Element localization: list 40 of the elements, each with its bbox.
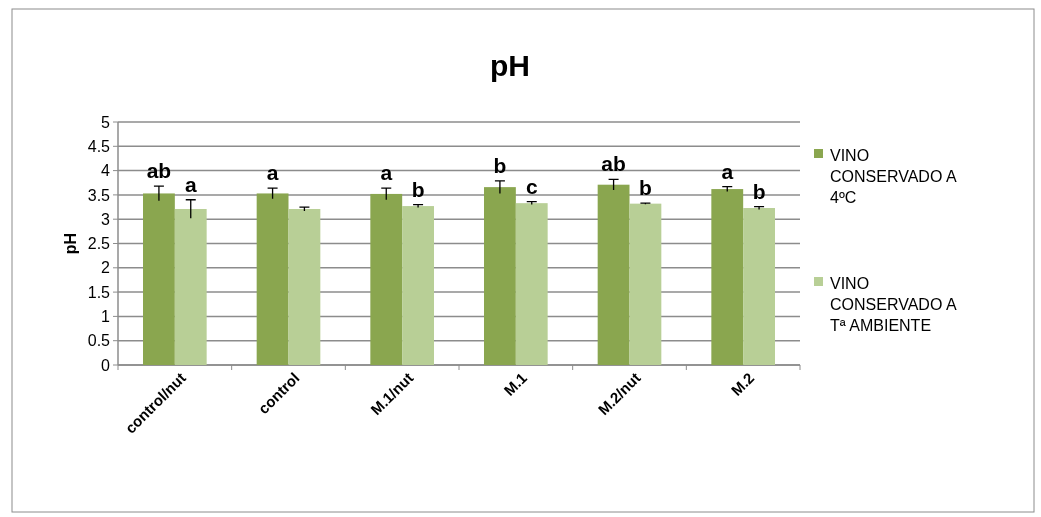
y-axis-title: pH <box>62 232 79 255</box>
bar <box>515 203 548 365</box>
bar <box>484 187 516 365</box>
bar <box>743 208 775 365</box>
bar <box>711 189 744 365</box>
bar <box>597 184 630 365</box>
legend-label: VINO CONSERVADO A Tª AMBIENTE <box>830 274 957 334</box>
bar <box>256 193 289 365</box>
x-tick-label: M.2 <box>727 369 758 399</box>
bar <box>402 206 434 365</box>
y-tick-label: 4.5 <box>87 137 111 155</box>
y-tick-label: 0.5 <box>87 332 111 350</box>
y-tick-label: 1 <box>101 308 111 325</box>
bar <box>629 203 662 365</box>
chart-title: pH <box>490 49 530 82</box>
data-label: b <box>493 153 507 177</box>
data-label: b <box>639 176 652 200</box>
data-label: b <box>752 179 766 203</box>
data-label: ab <box>601 152 626 176</box>
y-tick-label: 1.5 <box>87 283 111 301</box>
bar <box>174 208 207 365</box>
y-tick-label: 2 <box>101 259 111 277</box>
bar <box>143 193 175 365</box>
y-tick-label: 3 <box>101 210 111 228</box>
y-tick-label: 2.5 <box>87 235 111 253</box>
data-label: a <box>380 161 393 185</box>
data-label: a <box>266 161 279 185</box>
y-tick-label: 3.5 <box>87 186 111 204</box>
bar <box>288 208 321 365</box>
data-label: a <box>184 172 197 196</box>
legend-label: VINO CONSERVADO A 4ºC <box>830 146 957 206</box>
data-label: ab <box>146 159 172 183</box>
data-label: b <box>411 177 425 201</box>
data-label: c <box>525 174 538 198</box>
y-tick-label: 0 <box>101 356 111 374</box>
data-label: a <box>721 159 734 183</box>
x-tick-label: M.1 <box>500 369 530 399</box>
bar <box>370 193 403 365</box>
y-tick-label: 5 <box>101 113 111 131</box>
y-tick-label: 4 <box>101 162 111 180</box>
